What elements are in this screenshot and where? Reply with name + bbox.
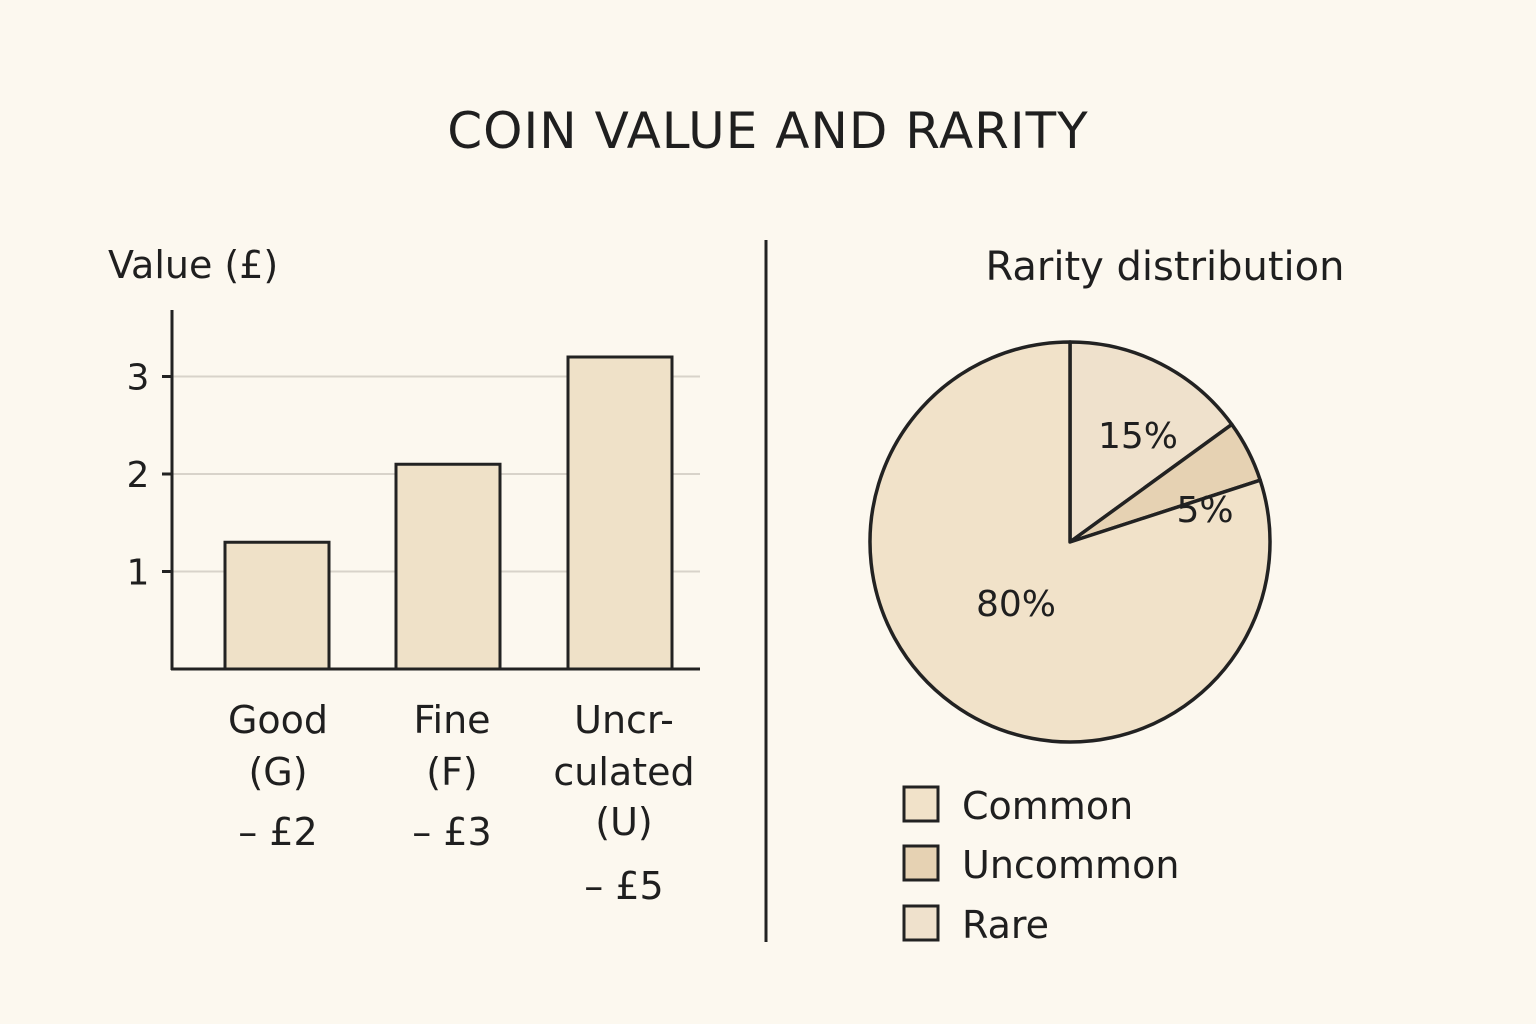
x-category-label: (G) — [248, 750, 307, 794]
bar — [566, 355, 674, 671]
legend-item: Common — [902, 784, 1133, 828]
legend-swatch — [902, 785, 940, 823]
legend-label: Common — [962, 784, 1133, 828]
pie-slice-label: 15% — [1098, 416, 1178, 457]
x-category-label: – £2 — [238, 810, 317, 854]
pie-slice-label: 5% — [1176, 490, 1233, 531]
chart-title: COIN VALUE AND RARITY — [447, 102, 1088, 160]
pie-slice-common — [868, 340, 1272, 744]
bar — [394, 462, 502, 671]
x-category-label: – £3 — [412, 810, 491, 854]
legend-swatch — [902, 904, 940, 942]
x-category-label: Uncr- — [574, 698, 674, 742]
pie-slice-uncommon — [1068, 340, 1234, 544]
pie-title: Rarity distribution — [985, 244, 1344, 290]
y-tick-label: 3 — [127, 358, 150, 399]
x-category-label: Good — [228, 698, 328, 742]
pie-legend: Common Uncommon Rare — [902, 784, 1179, 947]
legend-swatch — [902, 844, 940, 882]
legend-item: Uncommon — [902, 843, 1179, 887]
x-category-label: Fine — [413, 698, 490, 742]
y-tick-label: 1 — [127, 553, 150, 594]
x-category-label: – £5 — [584, 864, 663, 908]
pie-chart: Rarity distribution 15% 5% 80% — [868, 244, 1345, 744]
y-axis-title: Value (£) — [108, 243, 278, 287]
legend-label: Uncommon — [962, 843, 1179, 887]
legend-label: Rare — [962, 903, 1049, 947]
y-tick-label: 2 — [127, 455, 150, 496]
legend-item: Rare — [902, 903, 1049, 947]
bar — [223, 540, 331, 671]
x-category-label: (U) — [595, 800, 652, 844]
x-category-label: culated — [553, 750, 694, 794]
pie-slice-label: 80% — [976, 584, 1056, 625]
x-category-label: (F) — [426, 750, 478, 794]
bar-chart: Value (£) 1 2 3 Good (G) – £2 Fine (F) – £3 Uncr-… — [108, 243, 700, 908]
